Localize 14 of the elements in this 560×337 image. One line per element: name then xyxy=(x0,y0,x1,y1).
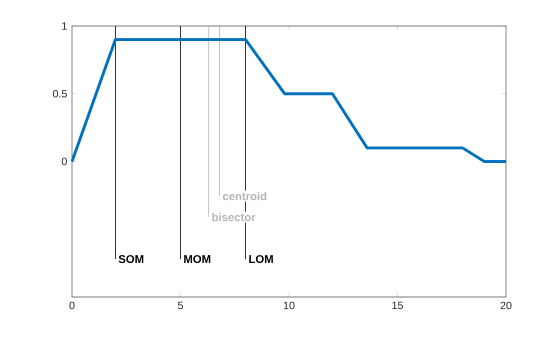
ref-line-label: SOM xyxy=(118,255,144,264)
x-tick-label: 20 xyxy=(500,302,512,310)
y-tick-label: 0.5 xyxy=(52,90,67,98)
x-tick-label: 5 xyxy=(178,302,184,310)
ref-line-label: MOM xyxy=(184,255,210,264)
x-tick-label: 10 xyxy=(284,302,294,310)
x-tick-label: 0 xyxy=(69,302,75,310)
x-tick-label: 15 xyxy=(392,302,403,310)
y-tick-label: 0 xyxy=(62,158,67,166)
line-series xyxy=(70,38,508,163)
y-tick-label: 1 xyxy=(62,22,67,30)
ref-line-label: bisector xyxy=(212,212,256,222)
ref-line-label: centroid xyxy=(222,192,266,200)
ref-line-label: LOM xyxy=(249,255,273,264)
